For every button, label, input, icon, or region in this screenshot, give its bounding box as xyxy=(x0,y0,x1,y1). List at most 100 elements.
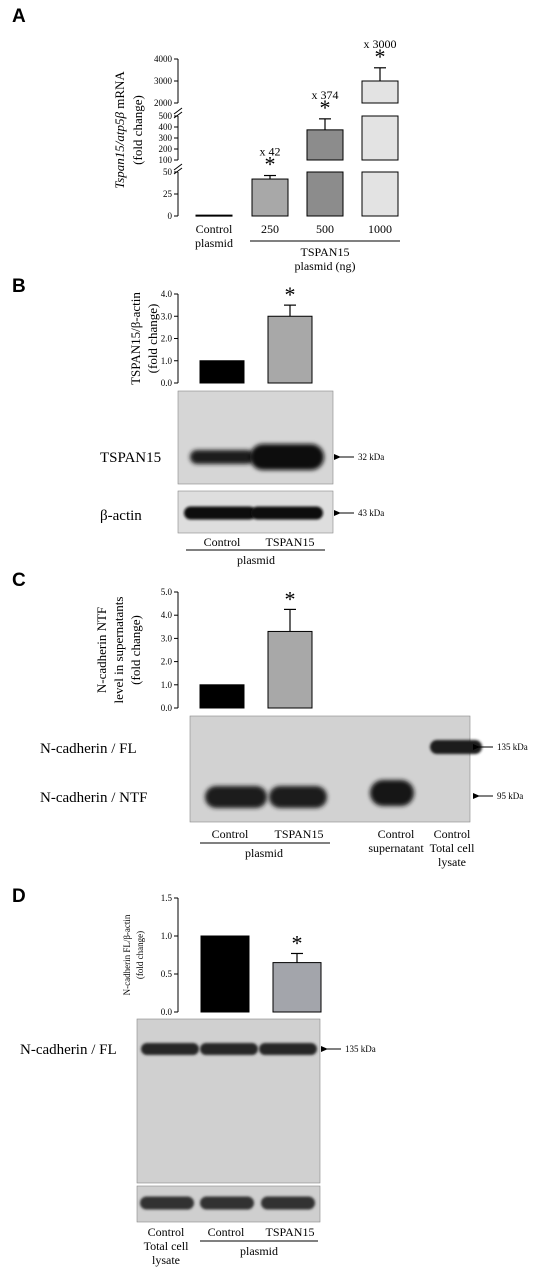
d-band-control-fl xyxy=(200,1043,258,1055)
panel-letter-a: A xyxy=(12,6,26,27)
b-bar-0 xyxy=(199,360,245,384)
d-band-tspan15-fl xyxy=(259,1043,317,1055)
a-significance-3: * xyxy=(375,44,386,69)
a-bar-0-seg-0 xyxy=(195,214,233,217)
a-y-tick-label-0-0: 0 xyxy=(168,211,173,221)
b-band-tspan15-tspan15 xyxy=(250,444,324,470)
c-y-tick-label-2: 2.0 xyxy=(161,657,173,667)
a-bar-2-seg-1 xyxy=(306,129,344,161)
d-lane-label-lysate-line-3: lysate xyxy=(152,1253,180,1267)
a-axis-break-b-0 xyxy=(173,167,183,175)
panel-c-chart: 0.0 1.0 2.0 3.0 4.0 5.0 * N-cadherin NTF level i… xyxy=(94,586,313,713)
c-lane-label-supernatant-line-1: Control xyxy=(378,827,415,841)
a-x-tick-label-3: 1000 xyxy=(368,222,392,236)
a-bar-3-seg-2 xyxy=(361,80,399,104)
c-band-tspan15-ntf xyxy=(269,786,327,808)
b-lane-label-0: Control xyxy=(204,535,241,549)
c-blot-label-fl: N-cadherin / FL xyxy=(40,741,137,757)
d-group-label: plasmid xyxy=(240,1244,278,1258)
b-bar-1 xyxy=(267,315,313,384)
b-band-control-tspan15 xyxy=(190,450,254,464)
a-x-tick-label-0-line-2: plasmid xyxy=(195,236,233,250)
panel-letter-b: B xyxy=(12,276,26,297)
c-lane-label-lysate-line-3: lysate xyxy=(438,855,466,869)
a-axis-break-1 xyxy=(173,107,183,115)
c-marker-95-label: 95 kDa xyxy=(497,791,523,801)
c-lane-label-supernatant-line-2: supernatant xyxy=(368,841,424,855)
d-lane-label-1: TSPAN15 xyxy=(266,1225,315,1239)
a-y-tick-label-1-0: 100 xyxy=(159,155,173,165)
b-marker-32-label: 32 kDa xyxy=(358,452,384,462)
a-bar-3-seg-1 xyxy=(361,115,399,161)
b-y-axis-label-2: (fold change) xyxy=(145,304,160,374)
d-blot-label-fl: N-cadherin / FL xyxy=(20,1042,117,1058)
c-y-axis-label-2: level in supernatants xyxy=(111,597,126,704)
d-lane-label-lysate-line-2: Total cell xyxy=(144,1239,189,1253)
a-bar-3-seg-0 xyxy=(361,171,399,217)
c-bar-1 xyxy=(267,630,313,709)
a-fold-annotation-1: x 42 xyxy=(260,145,281,159)
a-axis-break-b-1 xyxy=(173,111,183,119)
a-y-tick-label-2-0: 2000 xyxy=(154,98,173,108)
d-lane-label-lysate-line-1: Control xyxy=(148,1225,185,1239)
a-x-tick-label-0-line-1: Control xyxy=(196,222,233,236)
c-y-tick-label-3: 3.0 xyxy=(161,633,173,643)
b-blot-label-tspan15: TSPAN15 xyxy=(100,450,161,466)
c-group-label: plasmid xyxy=(245,846,283,860)
c-lane-label-lysate-line-2: Total cell xyxy=(430,841,475,855)
b-lane-label-1: TSPAN15 xyxy=(266,535,315,549)
c-significance-1: * xyxy=(285,586,296,611)
d-band-lysate-loading xyxy=(140,1196,194,1210)
b-y-tick-label-2: 2.0 xyxy=(161,334,173,344)
b-y-axis-label-1: TSPAN15/β-actin xyxy=(128,292,143,385)
panel-b-chart: 0.0 1.0 2.0 3.0 4.0 * TSPAN15/β-actin (fold cha… xyxy=(128,282,313,388)
panel-c-blots: N-cadherin / FL N-cadherin / NTF 135 kDa 95… xyxy=(40,715,528,869)
c-y-tick-label-1: 1.0 xyxy=(161,680,173,690)
d-band-lysate-fl xyxy=(141,1043,199,1055)
a-y-tick-label-2-2: 4000 xyxy=(154,54,173,64)
b-group-label: plasmid xyxy=(237,553,275,567)
a-significance-2: * xyxy=(320,95,331,120)
d-marker-135-label: 135 kDa xyxy=(345,1044,376,1054)
d-y-tick-label-1: 0.5 xyxy=(161,969,173,979)
c-blot-label-ntf: N-cadherin / NTF xyxy=(40,790,147,806)
a-y-tick-label-1-2: 300 xyxy=(159,133,173,143)
d-lane-label-0: Control xyxy=(208,1225,245,1239)
d-y-tick-label-3: 1.5 xyxy=(161,893,173,903)
b-y-tick-label-0: 0.0 xyxy=(161,378,173,388)
a-x-tick-label-2: 500 xyxy=(316,222,334,236)
a-significance-1: * xyxy=(265,152,276,177)
d-y-tick-label-2: 1.0 xyxy=(161,931,173,941)
d-y-axis-label-2: (fold change) xyxy=(135,931,145,979)
a-x-tick-label-1: 250 xyxy=(261,222,279,236)
d-band-control-loading xyxy=(200,1196,254,1210)
c-y-axis-label-1: N-cadherin NTF xyxy=(94,607,109,693)
d-band-tspan15-loading xyxy=(261,1196,315,1210)
a-y-axis-label-1: Tspan15/atp5β mRNA xyxy=(112,71,127,189)
panel-letter-d: D xyxy=(12,886,26,907)
a-y-axis-label-2: (fold change) xyxy=(130,95,145,165)
c-band-supernatant-ntf xyxy=(370,780,414,806)
c-band-control-ntf xyxy=(205,786,267,808)
panel-letter-c: C xyxy=(12,570,26,591)
a-y-tick-label-0-2: 50 xyxy=(163,167,173,177)
a-fold-annotation-2: x 374 xyxy=(312,88,339,102)
a-axis-break-0 xyxy=(173,163,183,171)
a-bar-2-seg-0 xyxy=(306,171,344,217)
b-band-control-actin xyxy=(184,506,256,520)
panel-b-blots: TSPAN15 β-actin 32 kDa 43 kDa Control TSPAN15… xyxy=(100,390,384,567)
a-y-tick-label-1-1: 200 xyxy=(159,144,173,154)
d-bar-1 xyxy=(272,962,322,1013)
c-lane-label-lysate-line-1: Control xyxy=(434,827,471,841)
c-lane-label-1: TSPAN15 xyxy=(275,827,324,841)
b-blot-tspan15 xyxy=(177,390,334,485)
d-significance-1: * xyxy=(292,930,303,955)
a-y-axis-label-italic: Tspan15/atp5β xyxy=(112,111,127,188)
c-bar-0 xyxy=(199,684,245,709)
a-group-label-line-2: plasmid (ng) xyxy=(295,259,356,273)
b-marker-43-label: 43 kDa xyxy=(358,508,384,518)
c-lane-label-0: Control xyxy=(212,827,249,841)
b-significance-1: * xyxy=(285,282,296,307)
c-y-tick-label-0: 0.0 xyxy=(161,703,173,713)
